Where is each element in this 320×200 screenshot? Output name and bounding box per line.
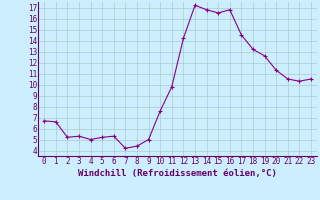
X-axis label: Windchill (Refroidissement éolien,°C): Windchill (Refroidissement éolien,°C): [78, 169, 277, 178]
